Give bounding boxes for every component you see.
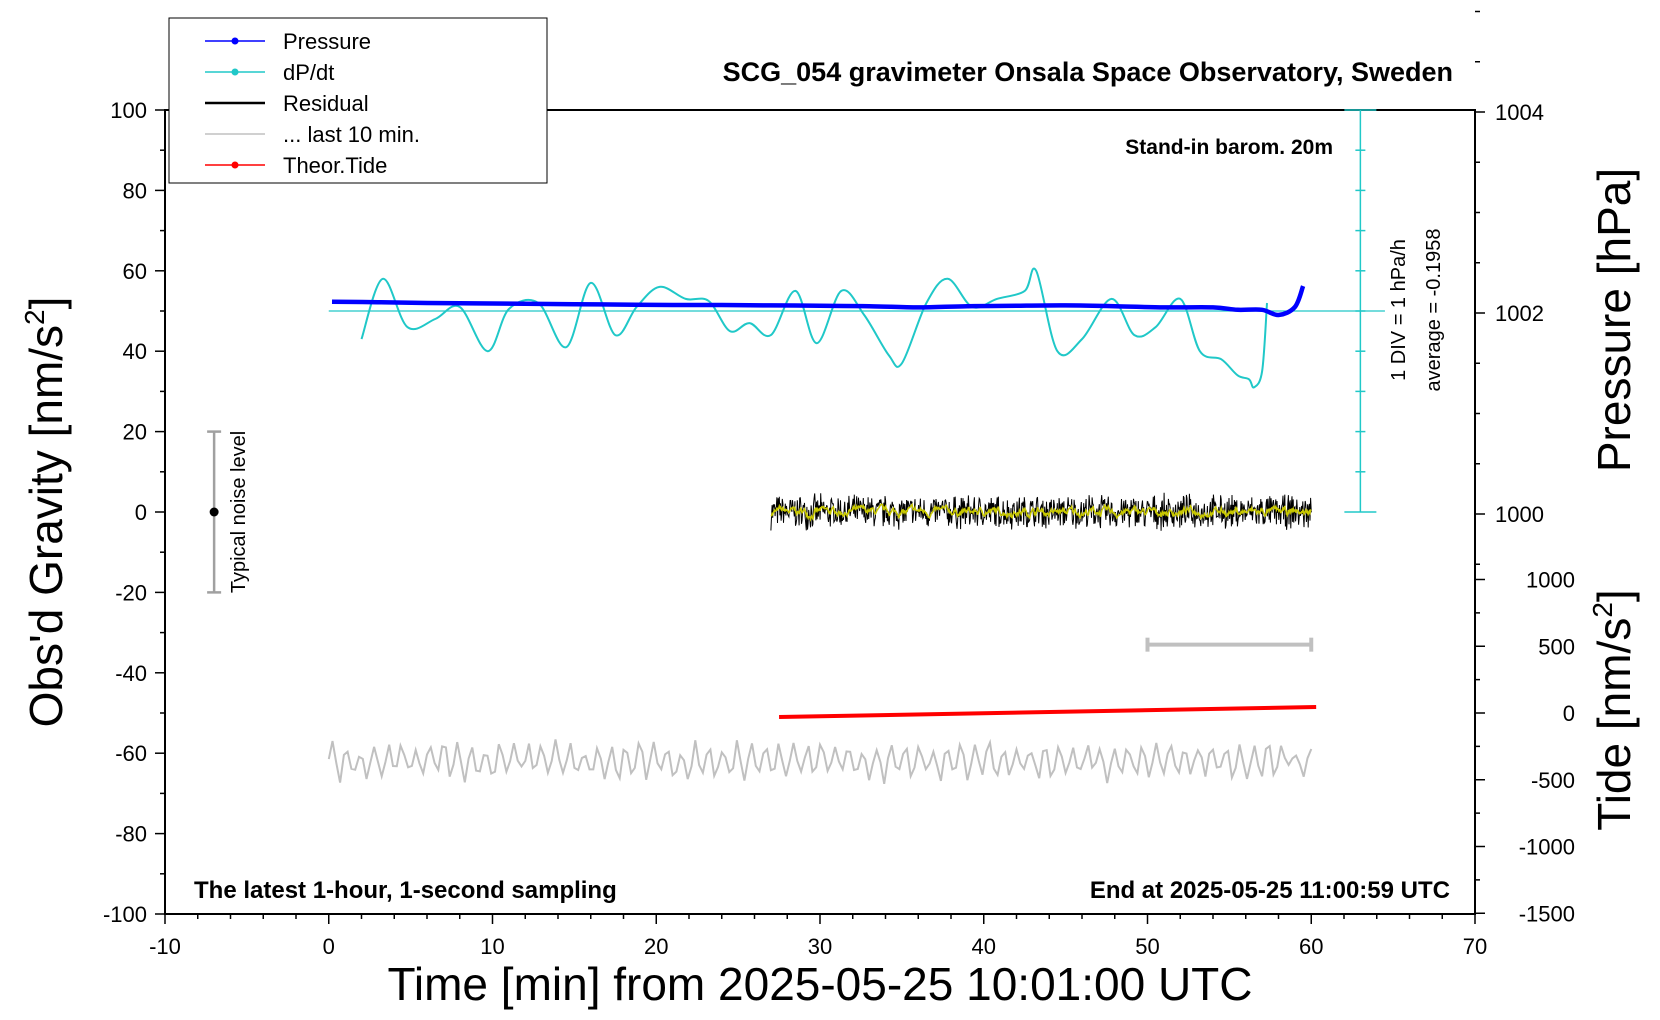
pressure-tick-label: 1000	[1495, 502, 1544, 527]
tide-tick-label: 0	[1563, 701, 1575, 726]
chart-title: SCG_054 gravimeter Onsala Space Observat…	[723, 57, 1453, 87]
y-tick-label: 0	[135, 500, 147, 525]
legend-box	[168, 17, 548, 184]
chart-extras	[207, 430, 1314, 652]
dpdt-series-line	[360, 267, 1268, 389]
y-tick-label: 20	[123, 420, 147, 445]
noise-bar-center-dot	[209, 507, 219, 517]
pressure-series-line	[331, 285, 1306, 318]
legend-label: Theor.Tide	[283, 153, 387, 178]
y-tick-label: 100	[110, 98, 147, 123]
x-tick-label: 60	[1299, 934, 1323, 959]
legend-marker	[231, 161, 239, 169]
y-tick-label: 80	[123, 178, 147, 203]
x-tick-label: -10	[149, 934, 181, 959]
y-tick-label: 60	[123, 259, 147, 284]
sampling-note: The latest 1-hour, 1-second sampling	[194, 877, 617, 904]
dpdt-scale-note: 1 DIV = 1 hPa/h	[1388, 239, 1410, 381]
barometer-note: Stand-in barom. 20m	[1125, 136, 1333, 159]
x-tick-label: 70	[1463, 934, 1487, 959]
y-axis-pressure-label: Pressure [hPa]	[1588, 168, 1640, 472]
svg-text:Tide [nm/s2]: Tide [nm/s2]	[1587, 589, 1640, 830]
tide-tick-label: 500	[1538, 634, 1575, 659]
legend-label: Pressure	[283, 29, 371, 54]
y-tick-label: -20	[115, 580, 147, 605]
y-axis-tide-label: Tide [nm/s2]	[1587, 589, 1640, 830]
legend-label: ... last 10 min.	[283, 122, 420, 147]
noise-note: Typical noise level	[228, 431, 250, 593]
tide-tick-label: -1500	[1519, 901, 1575, 926]
legend-label: Residual	[283, 91, 369, 116]
series-layer	[327, 109, 1385, 784]
x-tick-label: 20	[644, 934, 668, 959]
end-time-note: End at 2025-05-25 11:00:59 UTC	[1090, 877, 1450, 904]
x-tick-label: 50	[1135, 934, 1159, 959]
x-tick-label: 0	[323, 934, 335, 959]
y-tick-label: -40	[115, 661, 147, 686]
y-tick-label: -100	[103, 902, 147, 927]
x-tick-label: 30	[808, 934, 832, 959]
pressure-tick-label: 1002	[1495, 301, 1544, 326]
x-axis-label: Time [min] from 2025-05-25 10:01:00 UTC	[388, 958, 1253, 1010]
y-tick-label: 40	[123, 339, 147, 364]
x-tick-label: 40	[972, 934, 996, 959]
last10-series-line	[327, 738, 1313, 784]
tide-tick-label: -1000	[1519, 835, 1575, 860]
y-tick-label: -80	[115, 822, 147, 847]
legend-items: Pressure dP/dt Residual ... last 10 min. The…	[205, 29, 420, 178]
x-tick-label: 10	[480, 934, 504, 959]
axis-ticks: -10 0 10 20 30 40 50 60 70-100-80-60-40-20020406…	[103, 10, 1575, 959]
legend-marker	[231, 68, 239, 76]
tide-tick-label: 1000	[1526, 568, 1575, 593]
residual-series-line	[770, 492, 1312, 531]
y-tick-label: -60	[115, 741, 147, 766]
y-axis-left-label: Obs'd Gravity [nm/s2]	[19, 297, 72, 728]
legend-label: dP/dt	[283, 60, 334, 85]
legend-marker	[231, 37, 239, 45]
tide-tick-label: -500	[1531, 768, 1575, 793]
tide-series-line	[779, 704, 1317, 720]
svg-text:Obs'd Gravity [nm/s2]: Obs'd Gravity [nm/s2]	[19, 297, 72, 728]
pressure-tick-label: 1004	[1495, 100, 1544, 125]
residual-smoothed-line	[770, 502, 1312, 522]
legend: Pressure dP/dt Residual ... last 10 min. The…	[168, 17, 548, 184]
dpdt-average-note: average = -0.1958	[1423, 229, 1445, 392]
